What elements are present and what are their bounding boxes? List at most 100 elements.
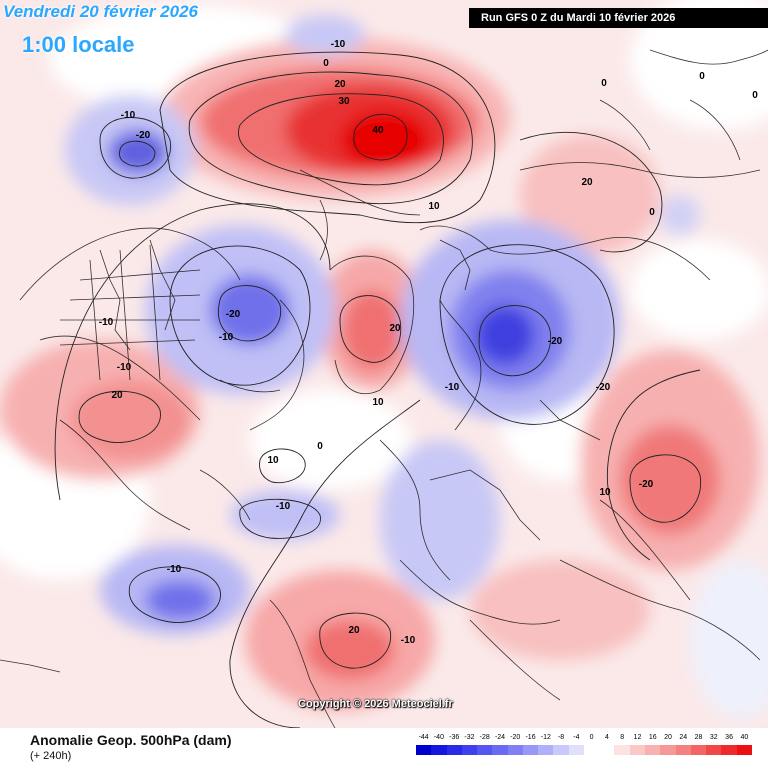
scale-swatch (492, 745, 508, 755)
contour-label: 0 (323, 58, 329, 69)
scale-swatch (507, 745, 523, 755)
scale-label: 16 (648, 734, 657, 741)
footer-bar: Anomalie Geop. 500hPa (dam) (+ 240h) -44… (0, 728, 768, 768)
contour-low-nw (99, 117, 172, 179)
variable-title: Anomalie Geop. 500hPa (dam) (30, 732, 232, 748)
scale-label: 32 (709, 734, 718, 741)
contour-label: 10 (428, 201, 440, 212)
geography-lines (0, 49, 768, 728)
contour-ridge-20 (188, 71, 473, 205)
scale-swatch (583, 745, 600, 755)
contour-label: 20 (348, 625, 360, 636)
contour-label: 10 (599, 487, 611, 498)
forecast-local-time: 1:00 locale (22, 32, 135, 57)
contour-label: -20 (226, 309, 241, 320)
scale-label: -8 (557, 734, 565, 741)
contour-label: 0 (699, 71, 705, 82)
contour-atl-20 (319, 612, 392, 669)
scale-swatch (629, 745, 645, 755)
scale-label: -12 (540, 734, 551, 741)
contour-zero-ring-3 (606, 369, 701, 561)
contour-zero-ring-2 (229, 399, 421, 728)
contour-zero-ring-4 (519, 131, 663, 253)
scale-swatch (706, 745, 722, 755)
scale-label: -4 (573, 734, 580, 741)
scale-swatch (675, 745, 691, 755)
forecast-date: Vendredi 20 février 2026 (3, 2, 198, 21)
scale-swatch (461, 745, 478, 755)
scale-swatch (416, 745, 432, 755)
scale-label: 4 (604, 734, 609, 741)
contour-lines (54, 51, 702, 728)
scale-label: -28 (479, 734, 490, 741)
color-scale-labels: -44 -40 -36 -32 -28 -24 -20 -16 -12 -8 -4 0 4 8 12 16 20… (416, 734, 752, 744)
scale-label: -36 (449, 734, 460, 741)
run-info-box: Run GFS 0 Z du Mardi 10 février 2026 (469, 8, 768, 28)
scale-label: 20 (664, 734, 672, 741)
contour-asia-20 (629, 454, 702, 523)
contour-label: 30 (338, 96, 350, 107)
scale-label: -44 (418, 734, 429, 741)
scale-swatch (568, 745, 584, 755)
color-scale-bar (416, 745, 752, 755)
contour-greenland-20 (339, 295, 402, 363)
scale-label: 0 (589, 734, 594, 741)
contour-label: -10 (121, 110, 136, 121)
contour-label: -20 (548, 336, 563, 347)
scale-swatch (721, 745, 737, 755)
contour-label: 0 (601, 78, 607, 89)
contour-us-20 (78, 390, 161, 443)
lead-time: (+ 240h) (30, 750, 72, 762)
scale-swatch (660, 745, 676, 755)
contour-label: -10 (167, 564, 182, 575)
contour-label: 0 (649, 207, 655, 218)
scale-label: 24 (679, 734, 688, 741)
contour-pac-low (128, 566, 221, 623)
contour-low-na-inner (218, 285, 282, 342)
scale-label: -32 (464, 734, 475, 741)
contour-small-low (239, 498, 321, 539)
contour-small-10 (259, 448, 306, 484)
scale-label: 40 (740, 734, 749, 741)
contour-label: 20 (334, 79, 346, 90)
scale-label: 12 (633, 734, 642, 741)
scale-swatch (522, 745, 539, 755)
scale-swatch (538, 745, 554, 755)
scale-label: -20 (510, 734, 521, 741)
contour-label: -10 (117, 362, 132, 373)
scale-swatch (477, 745, 493, 755)
contour-ridge-40 (353, 113, 408, 161)
contour-label: 20 (111, 390, 123, 401)
scale-swatch (446, 745, 462, 755)
contour-label: -10 (445, 382, 460, 393)
scale-label: 36 (725, 734, 733, 741)
contour-ridge-30 (238, 93, 444, 186)
scale-swatch (599, 745, 615, 755)
contour-label: -10 (331, 39, 346, 50)
contour-label: -10 (401, 635, 416, 646)
contour-label: -10 (99, 317, 114, 328)
contour-low-eu-inner (478, 305, 552, 377)
contour-label: -10 (276, 501, 291, 512)
scale-label: 28 (694, 734, 703, 741)
contour-label: -20 (596, 382, 611, 393)
scale-swatch (736, 745, 752, 755)
contour-zero-ring (54, 203, 331, 501)
contour-label: 0 (752, 90, 758, 101)
scale-swatch (614, 745, 630, 755)
scale-label: -40 (433, 734, 444, 741)
copyright-text: Copyright © 2026 Meteociel.fr (298, 698, 453, 710)
contour-label: 20 (389, 323, 401, 334)
scale-label: 8 (620, 734, 625, 741)
contour-label: 0 (317, 441, 323, 452)
scale-swatch (553, 745, 569, 755)
contour-label: -10 (219, 332, 234, 343)
contour-label: 10 (372, 397, 384, 408)
contour-low-eu (439, 244, 615, 425)
scale-label: -24 (494, 734, 506, 741)
contour-label: 40 (372, 125, 384, 136)
contour-label: 10 (267, 455, 279, 466)
contour-label: -20 (136, 130, 151, 141)
contour-low-na (169, 245, 311, 386)
scale-swatch (431, 745, 447, 755)
